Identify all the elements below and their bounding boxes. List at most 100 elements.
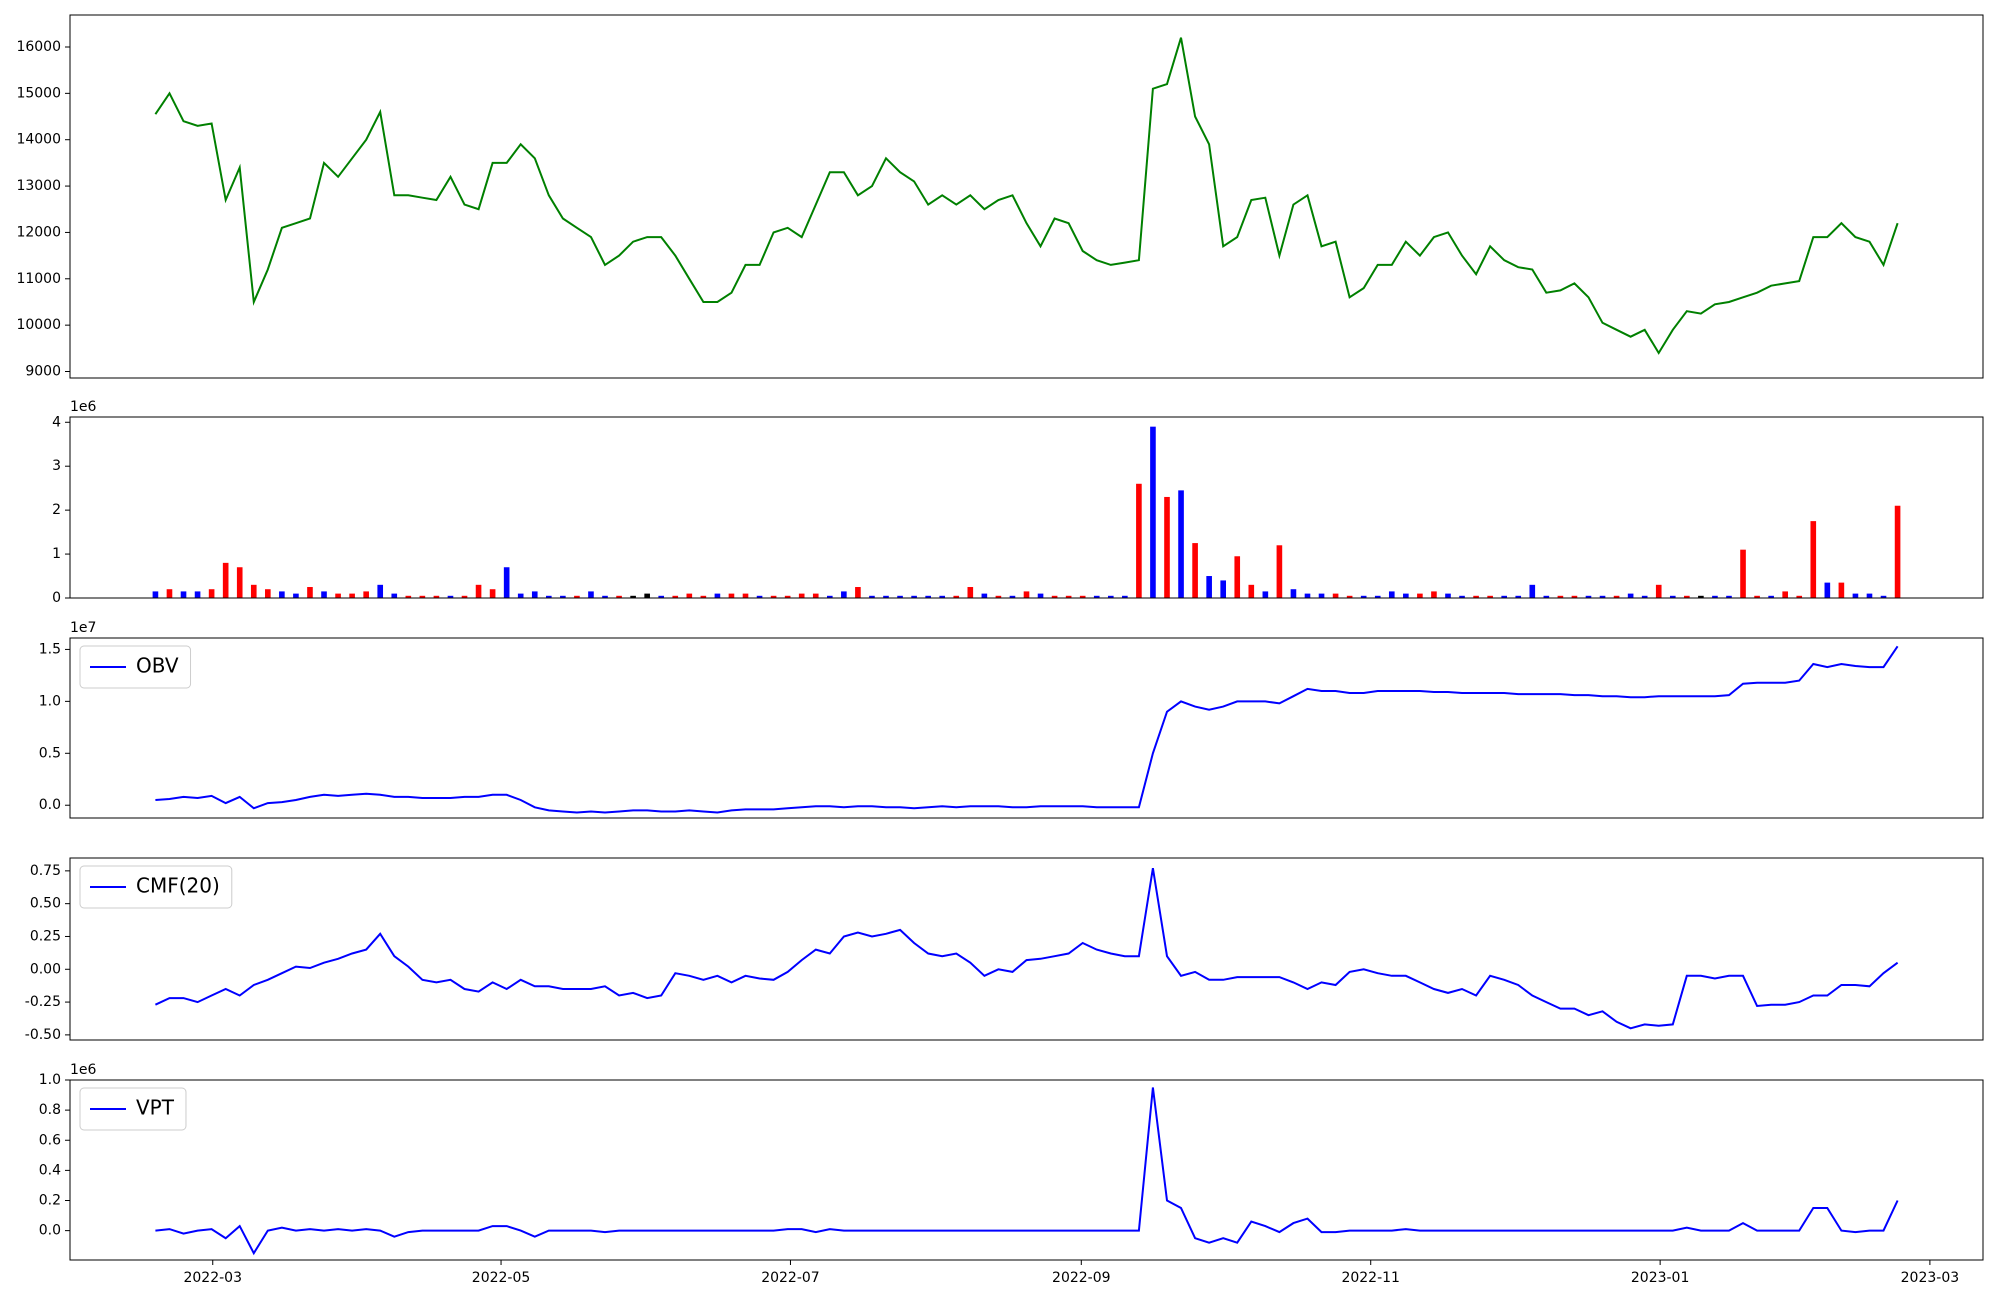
- bar: [1332, 593, 1339, 598]
- bar: [1431, 591, 1437, 598]
- x-tick-label: 2023-01: [1631, 1270, 1690, 1286]
- bar: [1304, 593, 1311, 598]
- axes-frame: [69, 1079, 1984, 1261]
- panel: 0 1 2 3 4 1e6: [52, 399, 1984, 606]
- bar: [1150, 426, 1156, 598]
- bar: [279, 591, 285, 598]
- y-tick-label: 0.00: [30, 961, 61, 977]
- bar: [841, 591, 847, 598]
- y-tick-label: 0.4: [39, 1162, 61, 1178]
- panel: -0.50 -0.25 0.00 0.25 0.50 0.75 CMF(20): [25, 857, 1984, 1043]
- legend: VPT: [79, 1087, 187, 1131]
- bar: [1641, 595, 1648, 598]
- panel: 0.0 0.2 0.4 0.6 0.8 1.0 2022-03 2022-05 2022-07 2…: [39, 1062, 1984, 1286]
- bar: [1360, 595, 1367, 598]
- bar: [1838, 582, 1845, 598]
- bar: [1122, 595, 1128, 598]
- bar: [1192, 543, 1198, 598]
- bar: [939, 595, 946, 598]
- bar: [1740, 549, 1746, 598]
- bar: [700, 595, 707, 598]
- legend-label: OBV: [136, 654, 179, 678]
- x-tick-label: 2022-11: [1341, 1270, 1400, 1286]
- bar: [1487, 595, 1493, 598]
- y-tick-label: 0.6: [39, 1132, 61, 1148]
- x-tick-label: 2022-03: [183, 1270, 242, 1286]
- y-tick-label: 1.0: [39, 1072, 61, 1088]
- bar: [1571, 595, 1578, 598]
- bar: [588, 591, 594, 598]
- bar: [1852, 593, 1859, 598]
- bar: [236, 567, 243, 598]
- line: [154, 37, 1899, 355]
- offset-label: 1e7: [70, 620, 96, 636]
- bar: [517, 593, 524, 598]
- line: [155, 645, 1899, 814]
- bar: [419, 595, 426, 598]
- bar: [1880, 595, 1887, 598]
- panel: 9000 10000 11000 12000 13000 14000 15000 16000: [16, 14, 1984, 380]
- bar: [1178, 490, 1184, 598]
- bar: [250, 584, 257, 598]
- y-tick-label: 1.5: [39, 641, 61, 657]
- y-tick-label: 0.0: [39, 1223, 61, 1239]
- y-tick-label: 0: [52, 590, 61, 606]
- bar: [742, 593, 749, 598]
- bar: [686, 593, 693, 598]
- y-tick-label: 13000: [16, 178, 61, 194]
- bar: [1276, 545, 1283, 598]
- offset-label: 1e6: [70, 1062, 97, 1078]
- bar: [644, 593, 650, 598]
- bar: [1403, 593, 1409, 598]
- bar: [503, 567, 510, 598]
- bar: [1712, 595, 1718, 598]
- bar: [222, 562, 229, 598]
- bar: [1543, 595, 1550, 598]
- bar: [363, 591, 369, 598]
- x-tick-label: 2022-09: [1052, 1270, 1111, 1286]
- y-tick-label: 0.25: [30, 928, 61, 944]
- bar: [546, 595, 552, 598]
- bar: [967, 587, 974, 598]
- bar: [1599, 595, 1606, 598]
- legend: CMF(20): [79, 865, 233, 909]
- bar: [293, 593, 299, 598]
- y-tick-label: 10000: [16, 317, 61, 333]
- axes-frame: [69, 416, 1984, 599]
- offset-label: 1e6: [70, 399, 97, 415]
- bar: [1220, 580, 1227, 598]
- y-tick-label: 1: [52, 546, 61, 562]
- bar: [1894, 505, 1901, 598]
- bar: [405, 595, 412, 598]
- bar: [826, 595, 833, 598]
- bar: [1655, 584, 1662, 598]
- axes-frame: [69, 857, 1984, 1041]
- bar: [391, 593, 398, 598]
- y-tick-label: 0.5: [39, 745, 61, 761]
- bar: [335, 593, 341, 598]
- bar: [981, 593, 988, 598]
- bar: [265, 589, 271, 598]
- bar: [321, 591, 327, 598]
- y-tick-label: 9000: [25, 364, 61, 380]
- bar: [658, 595, 665, 598]
- bar: [433, 595, 440, 598]
- bar: [349, 593, 355, 598]
- bar: [1136, 483, 1142, 598]
- line: [154, 868, 1899, 1030]
- bar: [1726, 595, 1732, 598]
- y-tick-label: 1.0: [39, 693, 61, 709]
- bar: [1445, 593, 1451, 598]
- bar: [166, 589, 173, 598]
- bar: [531, 591, 538, 598]
- bar: [1515, 595, 1522, 598]
- bar: [1051, 595, 1058, 598]
- bar: [1501, 595, 1507, 598]
- bar: [1065, 595, 1072, 598]
- bar: [953, 595, 960, 598]
- bar: [1262, 591, 1269, 598]
- bar: [1782, 591, 1788, 598]
- y-tick-label: 14000: [16, 132, 61, 148]
- bar: [1290, 589, 1297, 598]
